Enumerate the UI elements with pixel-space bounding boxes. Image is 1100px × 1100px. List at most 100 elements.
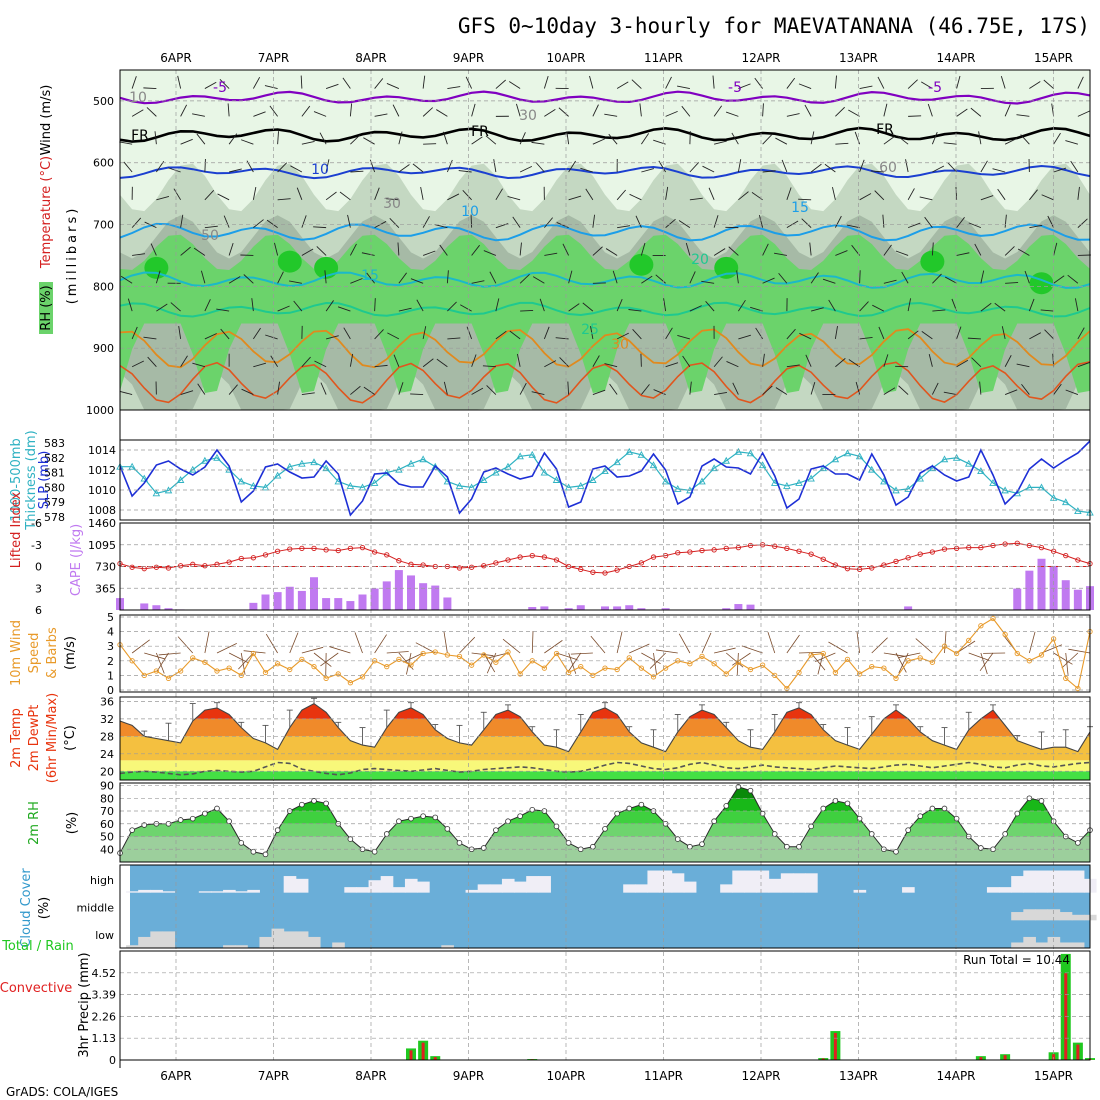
wind-barb (1021, 383, 1030, 395)
wind-barb (689, 305, 702, 312)
wind-barb (519, 273, 530, 284)
wind-speed-point (747, 666, 754, 673)
wind-barb (204, 225, 218, 229)
wind-barb (665, 362, 679, 368)
wind-barb (612, 270, 618, 284)
wind-barb (859, 85, 873, 89)
wind-barb (1004, 355, 1012, 367)
lifted-index-point (929, 549, 936, 555)
isotherm-line (119, 328, 1091, 369)
lifted-index-point (553, 557, 560, 563)
cape-tick: 1460 (88, 517, 116, 530)
cloud-cover-bar (441, 945, 454, 948)
upper-y-tick: 800 (93, 280, 114, 293)
wind-barb (781, 159, 788, 173)
thickness-point (213, 453, 221, 461)
wind-barb (932, 309, 946, 312)
thickness-point (261, 483, 270, 491)
lifted-index-point (941, 546, 948, 552)
cape-label: CAPE (J/kg) (69, 524, 84, 596)
contour-label: 10 (461, 204, 479, 220)
wind-barb (301, 248, 314, 256)
wind-speed-point (893, 675, 899, 681)
wind-barb (337, 306, 351, 312)
cloud-cover-bar (514, 881, 527, 893)
wind-barb (516, 353, 521, 367)
rh-tick: 60 (100, 818, 114, 831)
wind-speed-point (541, 665, 548, 671)
wind-barb (804, 104, 812, 117)
cape-bar (140, 603, 149, 610)
surface-wind-barb (980, 652, 988, 675)
cloud-cover-bar (671, 873, 685, 893)
wind-barb (705, 300, 715, 312)
contour-label: 30 (383, 196, 401, 212)
thickness-point (1037, 483, 1046, 491)
cloud-cover-bar (1035, 870, 1049, 893)
precip-convective-bar (1003, 1055, 1007, 1060)
wind-barb (956, 108, 968, 117)
wind-barb (1017, 248, 1030, 256)
wind-barb (921, 81, 933, 89)
cloud-cover-bar (417, 881, 430, 893)
wind-barb (725, 111, 739, 117)
rh-point (371, 849, 378, 855)
wind-barb (416, 299, 424, 312)
wind-barb (665, 186, 669, 200)
wind-barb (349, 353, 354, 367)
rh-point (529, 806, 536, 813)
wind-barb (970, 107, 982, 117)
thickness-point (867, 465, 876, 473)
wind-barb (465, 76, 473, 89)
wind-barb (397, 242, 400, 256)
wind-barb (123, 161, 133, 173)
cloud-cover-bar (356, 887, 370, 893)
surface-wind-barb (655, 649, 678, 654)
wind-speed-point (699, 653, 705, 660)
panel-frame-temp (119, 696, 1091, 781)
cloud-cover-bar (1011, 912, 1024, 921)
rh-point (784, 843, 790, 850)
wind-barb (374, 364, 388, 368)
lifted-index-point (602, 570, 608, 576)
precip-tick: 2.26 (92, 1010, 117, 1023)
rh-point (626, 805, 633, 812)
temp-label: 2m DewPt (27, 705, 42, 772)
rh-point (711, 818, 717, 825)
cape-tick: 365 (95, 582, 116, 595)
upper-y-tick: 600 (93, 157, 114, 170)
precip-convective-bar (833, 1032, 837, 1060)
footer-credit: GrADS: COLA/IGES (6, 1085, 118, 1099)
rh-legend-swatch (39, 282, 53, 334)
wind-barb (147, 356, 157, 368)
date-label-top: 9APR (453, 51, 484, 65)
wind-barb (859, 336, 873, 340)
cloud-cover-bar (623, 884, 636, 893)
wind-speed-point (153, 668, 160, 674)
precip-panel (406, 953, 1095, 1060)
wind-barb (143, 336, 157, 340)
wind-barb (834, 75, 837, 89)
cape-bar (431, 585, 440, 610)
wind-barb (519, 165, 533, 173)
wind-barb (495, 79, 506, 89)
wind-barb (832, 187, 836, 200)
surface-wind-barb (374, 634, 387, 654)
wind-barb (127, 298, 133, 312)
lifted-index-point (493, 560, 499, 566)
wind-barb (264, 85, 278, 89)
panel-frame-rh (119, 782, 1091, 863)
wind-barb (762, 134, 772, 145)
surface-wind-barb (320, 652, 339, 667)
wind-barb (786, 364, 800, 368)
wind-barb (689, 381, 692, 395)
temp-label: (°C) (63, 725, 78, 751)
surface-wind-barb (956, 640, 976, 654)
wind-barb (325, 300, 334, 312)
cape-bar (1013, 588, 1022, 610)
wind-barb (460, 304, 472, 312)
rh-point (808, 823, 814, 830)
cape-bar (746, 604, 755, 610)
wind-barb (562, 243, 570, 256)
wind-barb (192, 113, 205, 117)
